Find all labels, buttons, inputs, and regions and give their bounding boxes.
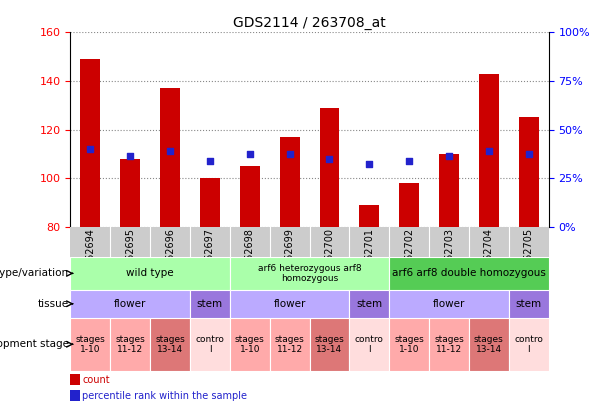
Bar <box>70 318 110 371</box>
Text: stages
1-10: stages 1-10 <box>235 335 265 354</box>
Bar <box>120 159 140 227</box>
Text: wild type: wild type <box>126 269 174 278</box>
Text: GSM62703: GSM62703 <box>444 228 454 281</box>
Text: arf6 heterozygous arf8
homozygous: arf6 heterozygous arf8 homozygous <box>257 264 362 283</box>
Text: GSM62705: GSM62705 <box>524 228 534 281</box>
Bar <box>230 257 389 290</box>
Bar <box>310 318 349 371</box>
Bar <box>280 137 300 227</box>
Bar <box>349 318 389 371</box>
Bar <box>110 318 150 371</box>
Text: count: count <box>83 375 110 385</box>
Bar <box>389 318 429 371</box>
Bar <box>230 318 270 371</box>
Text: stages
13-14: stages 13-14 <box>474 335 504 354</box>
Text: stages
13-14: stages 13-14 <box>155 335 185 354</box>
Text: contro
l: contro l <box>355 335 384 354</box>
Bar <box>70 390 80 401</box>
Bar <box>319 108 340 227</box>
Bar <box>389 290 509 318</box>
Text: development stage: development stage <box>0 339 69 349</box>
Text: contro
l: contro l <box>514 335 543 354</box>
Point <box>125 153 135 160</box>
Text: stem: stem <box>516 299 542 309</box>
Bar <box>230 290 349 318</box>
Text: stem: stem <box>356 299 383 309</box>
Bar <box>469 318 509 371</box>
Bar <box>70 257 230 290</box>
Text: GSM62697: GSM62697 <box>205 228 215 281</box>
Bar <box>70 374 80 385</box>
Bar <box>389 257 549 290</box>
Point <box>325 156 335 162</box>
Text: GSM62694: GSM62694 <box>85 228 96 281</box>
Point <box>405 158 414 164</box>
Text: flower: flower <box>273 299 306 309</box>
Point <box>364 160 374 167</box>
Bar <box>439 154 459 227</box>
Bar <box>349 290 389 318</box>
Text: GSM62696: GSM62696 <box>165 228 175 281</box>
Text: tissue: tissue <box>37 299 69 309</box>
Text: flower: flower <box>114 299 147 309</box>
Text: stages
11-12: stages 11-12 <box>434 335 464 354</box>
Text: stages
13-14: stages 13-14 <box>314 335 345 354</box>
Text: GSM62702: GSM62702 <box>404 228 414 281</box>
Text: stages
1-10: stages 1-10 <box>394 335 424 354</box>
Text: percentile rank within the sample: percentile rank within the sample <box>83 391 248 401</box>
Bar <box>479 74 499 227</box>
Point <box>284 151 294 157</box>
Bar <box>190 318 230 371</box>
Title: GDS2114 / 263708_at: GDS2114 / 263708_at <box>233 16 386 30</box>
Bar <box>509 290 549 318</box>
Bar <box>70 290 190 318</box>
Text: flower: flower <box>433 299 465 309</box>
Text: GSM62704: GSM62704 <box>484 228 494 281</box>
Text: stages
1-10: stages 1-10 <box>75 335 105 354</box>
Bar <box>359 205 379 227</box>
Bar <box>160 88 180 227</box>
Text: genotype/variation: genotype/variation <box>0 269 69 278</box>
Bar <box>509 318 549 371</box>
Bar <box>270 318 310 371</box>
Point <box>166 148 175 155</box>
Text: stages
11-12: stages 11-12 <box>275 335 305 354</box>
Point <box>205 158 215 164</box>
Point <box>444 153 454 160</box>
Text: GSM62700: GSM62700 <box>324 228 335 281</box>
Bar <box>240 166 260 227</box>
Text: arf6 arf8 double homozygous: arf6 arf8 double homozygous <box>392 269 546 278</box>
Bar <box>190 290 230 318</box>
Point <box>524 151 533 157</box>
Text: GSM62701: GSM62701 <box>364 228 375 281</box>
Bar <box>200 178 220 227</box>
Text: GSM62698: GSM62698 <box>245 228 255 281</box>
Bar <box>80 59 101 227</box>
Point <box>484 148 494 155</box>
Text: stem: stem <box>197 299 223 309</box>
Bar <box>150 318 190 371</box>
Point <box>245 151 255 157</box>
Point <box>86 146 96 152</box>
Text: contro
l: contro l <box>196 335 224 354</box>
Bar <box>429 318 469 371</box>
Text: GSM62699: GSM62699 <box>284 228 295 281</box>
Bar <box>399 183 419 227</box>
Text: stages
11-12: stages 11-12 <box>115 335 145 354</box>
Bar <box>519 117 539 227</box>
Text: GSM62695: GSM62695 <box>125 228 135 281</box>
